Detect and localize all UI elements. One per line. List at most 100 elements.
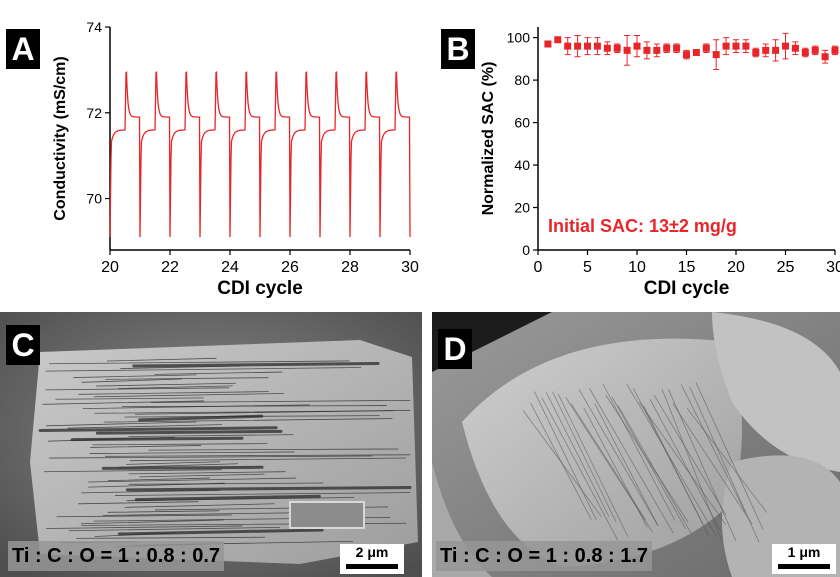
x-tick-label: 30 — [401, 259, 419, 276]
striation — [78, 391, 269, 395]
striation — [132, 361, 380, 368]
striation — [534, 391, 597, 521]
striation — [47, 436, 176, 442]
x-tick-label: 26 — [281, 259, 299, 276]
data-point — [692, 48, 700, 56]
striation — [672, 403, 753, 525]
striation — [686, 407, 768, 513]
y-tick-label: 20 — [514, 200, 530, 216]
striation — [114, 492, 411, 496]
striation — [92, 443, 268, 446]
y-tick-label: 80 — [514, 72, 530, 88]
striation — [55, 397, 204, 400]
striation — [56, 514, 232, 518]
striation — [583, 407, 648, 528]
data-point — [584, 42, 591, 50]
striation — [68, 526, 281, 532]
data-point — [831, 46, 839, 54]
striation — [42, 400, 205, 405]
x-tick-label: 10 — [628, 259, 646, 276]
x-tick-label: 30 — [826, 259, 840, 276]
striation — [49, 360, 350, 365]
striation — [117, 385, 233, 389]
striation — [128, 434, 294, 437]
data-point — [633, 42, 641, 50]
x-axis-label: CDI cycle — [644, 278, 730, 299]
striation — [94, 532, 177, 537]
data-point — [801, 48, 809, 56]
striation — [602, 383, 676, 521]
panel-letter-a: A — [6, 29, 40, 69]
striation — [81, 489, 220, 494]
data-point — [772, 46, 780, 54]
striation — [124, 503, 275, 508]
y-tick-label: 70 — [86, 191, 102, 207]
striation — [661, 388, 723, 542]
data-point — [821, 53, 829, 61]
striation — [148, 448, 399, 451]
y-tick-label: 60 — [514, 115, 530, 131]
data-point — [752, 48, 760, 56]
striation — [76, 536, 266, 539]
data-point — [603, 44, 611, 52]
striation — [134, 409, 411, 415]
striation — [82, 404, 311, 410]
striation — [695, 382, 764, 530]
striation — [107, 477, 210, 481]
striation — [45, 367, 362, 372]
data-point — [712, 51, 720, 59]
data-point — [564, 42, 572, 50]
conductivity-chart: 20 22 24 26 28 30 70 72 74 CDI cycle Conductivity … — [52, 19, 419, 299]
sem-texture-d — [432, 312, 840, 577]
striation — [45, 421, 197, 427]
striation — [639, 402, 727, 525]
striation — [81, 378, 183, 383]
striation — [530, 402, 592, 520]
data-point — [643, 46, 651, 54]
striation — [552, 391, 617, 523]
striation — [105, 454, 411, 457]
x-tick-label: 22 — [161, 259, 179, 276]
x-tick-label: 15 — [678, 259, 696, 276]
sac-chart: 0 5 10 15 20 25 30 0 20 40 60 80 100 CDI cycle Normali… — [480, 27, 840, 299]
striation — [558, 393, 629, 537]
y-tick-label: 100 — [507, 30, 531, 46]
x-tick-label: 0 — [534, 259, 543, 276]
panel-letter-b: B — [441, 29, 475, 69]
striation — [129, 457, 407, 462]
striation — [43, 469, 222, 473]
striation — [101, 465, 264, 470]
data-point — [791, 44, 799, 52]
striation — [87, 477, 297, 483]
initial-sac-annotation: Initial SAC: 13±2 mg/g — [548, 216, 737, 236]
striation — [134, 494, 321, 502]
data-point — [673, 44, 681, 52]
data-point — [732, 42, 740, 50]
striation — [545, 392, 610, 517]
data-point — [683, 51, 690, 59]
sem-image-d: D Ti : C : O = 1 : 0.8 : 1.7 1 μm — [432, 312, 840, 577]
striation — [96, 382, 236, 387]
scale-bar-c: 2 μm — [340, 544, 404, 574]
data-point — [782, 42, 789, 50]
x-tick-label: 5 — [583, 259, 592, 276]
scale-label-c: 2 μm — [355, 544, 389, 560]
striation — [102, 512, 316, 516]
striation — [680, 384, 746, 513]
x-tick-label: 24 — [221, 259, 239, 276]
data-point — [554, 36, 562, 44]
composition-caption-c: Ti : C : O = 1 : 0.8 : 0.7 — [8, 541, 225, 571]
striation — [649, 399, 722, 532]
striation — [125, 485, 412, 492]
scale-bar-d: 1 μm — [772, 544, 836, 574]
striation — [80, 519, 224, 525]
x-tick-label: 25 — [777, 259, 795, 276]
striation — [38, 426, 278, 433]
striation — [120, 365, 241, 369]
striation — [126, 497, 355, 502]
striation — [126, 461, 220, 465]
scale-bar-line-d — [778, 564, 830, 569]
data-point — [742, 42, 750, 50]
data-point — [811, 46, 819, 54]
